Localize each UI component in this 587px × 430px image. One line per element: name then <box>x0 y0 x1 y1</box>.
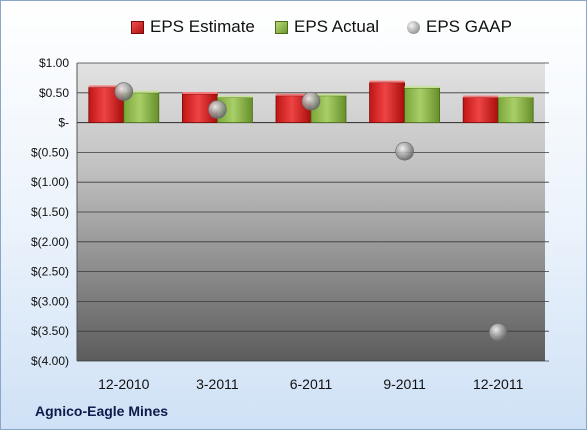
legend-swatch-gaap <box>407 20 420 34</box>
legend-item-eps-gaap: EPS GAAP <box>407 17 512 37</box>
eps-actual-bar-top <box>498 95 534 98</box>
y-tick-label: $1.00 <box>39 56 69 70</box>
eps-estimate-bar-top <box>369 80 405 83</box>
eps-gaap-marker <box>488 323 508 342</box>
eps-actual-bar-top <box>311 93 346 96</box>
x-tick-label: 6-2011 <box>290 376 333 392</box>
eps-gaap-marker <box>208 100 227 119</box>
y-tick-label: $(3.00) <box>31 294 69 308</box>
y-tick-label: $(2.00) <box>31 235 69 249</box>
chart-legend: EPS Estimate EPS Actual EPS GAAP <box>1 17 586 41</box>
legend-item-eps-actual: EPS Actual <box>275 17 379 37</box>
eps-actual-bar <box>404 87 441 123</box>
y-tick-label: $- <box>58 116 69 130</box>
eps-estimate-bar-top <box>88 85 124 88</box>
eps-actual-bar-top <box>217 95 253 98</box>
legend-swatch-actual <box>275 20 288 34</box>
legend-label-estimate: EPS Estimate <box>150 17 255 36</box>
eps-estimate-bar-top <box>276 93 311 96</box>
eps-gaap-marker <box>395 141 414 161</box>
eps-actual-bar <box>497 97 534 124</box>
y-tick-label: $(2.50) <box>31 265 69 279</box>
company-name: Agnico-Eagle Mines <box>35 403 169 419</box>
y-tick-label: $(1.00) <box>31 175 69 189</box>
eps-actual-bar-top <box>123 90 159 93</box>
x-tick-label: 9-2011 <box>383 376 426 392</box>
x-tick-label: 12-2010 <box>98 376 150 392</box>
y-tick-label: $(4.00) <box>31 354 69 368</box>
legend-label-actual: EPS Actual <box>294 17 380 36</box>
eps-estimate-bar <box>462 97 499 124</box>
legend-label-gaap: EPS GAAP <box>426 17 512 36</box>
eps-estimate-bar <box>369 82 406 123</box>
y-tick-label: $(0.50) <box>31 145 69 159</box>
eps-gaap-marker <box>301 91 321 111</box>
eps-estimate-bar-top <box>182 91 218 94</box>
legend-item-eps-estimate: EPS Estimate <box>131 17 255 37</box>
eps-estimate-bar-top <box>463 95 499 98</box>
y-tick-label: $0.50 <box>39 86 69 100</box>
x-tick-label: 3-2011 <box>196 376 239 392</box>
eps-actual-bar-top <box>404 86 440 89</box>
x-tick-label: 12-2011 <box>473 376 524 392</box>
legend-swatch-estimate <box>131 20 144 34</box>
eps-estimate-bar <box>181 93 218 123</box>
eps-gaap-marker <box>114 82 134 101</box>
y-tick-label: $(3.50) <box>31 324 69 338</box>
y-tick-label: $(1.50) <box>31 205 69 219</box>
